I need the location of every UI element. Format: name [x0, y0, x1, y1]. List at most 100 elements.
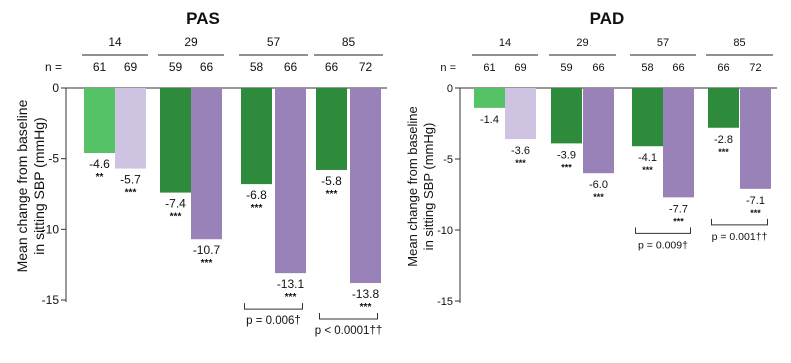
n-count: 66 — [200, 60, 214, 74]
y-tick-label: -15 — [437, 296, 453, 308]
timepoint-label: 57 — [657, 37, 669, 49]
bar — [474, 88, 505, 108]
significance-mark: *** — [750, 208, 761, 218]
significance-mark: *** — [515, 158, 526, 168]
n-count: 66 — [672, 62, 684, 74]
significance-mark: ** — [96, 172, 104, 183]
n-count: 69 — [124, 60, 138, 74]
significance-mark: *** — [170, 212, 182, 223]
n-count: 72 — [359, 60, 373, 74]
y-axis-label-line-2: in sitting SBP (mmHg) — [31, 117, 47, 254]
timepoint-label: 29 — [184, 35, 198, 49]
bar — [160, 88, 191, 193]
n-count: 58 — [641, 62, 653, 74]
bar-value-label: -3.6 — [511, 145, 530, 157]
significance-mark: *** — [285, 292, 297, 303]
bar-value-label: -1.4 — [480, 114, 499, 126]
significance-mark: *** — [201, 258, 213, 269]
significance-mark: *** — [593, 192, 604, 202]
n-count: 61 — [483, 62, 495, 74]
bar — [708, 88, 739, 128]
bar — [275, 88, 306, 274]
n-count: 61 — [93, 60, 107, 74]
bar-value-label: -2.8 — [714, 134, 733, 146]
n-count: 72 — [749, 62, 761, 74]
y-axis-label-line-2: in sitting SBP (mmHg) — [421, 123, 436, 251]
bar-value-label: -4.6 — [89, 157, 110, 171]
bar — [663, 88, 694, 198]
bar-value-label: -7.1 — [746, 195, 765, 207]
bar — [505, 88, 536, 140]
comparison-bracket — [635, 227, 691, 234]
comparison-bracket — [319, 313, 378, 320]
y-tick-label: 0 — [52, 81, 59, 95]
bar — [632, 88, 663, 147]
bar-value-label: -10.7 — [193, 243, 221, 257]
y-tick-label: -15 — [42, 293, 60, 307]
n-count: 66 — [325, 60, 339, 74]
significance-mark: *** — [718, 147, 729, 157]
bar-value-label: -13.1 — [277, 277, 305, 291]
bar — [115, 88, 146, 169]
y-axis-label-line-1: Mean change from baseline — [405, 106, 420, 266]
bar-value-label: -7.7 — [669, 203, 688, 215]
significance-mark: *** — [125, 188, 137, 199]
bar — [316, 88, 347, 170]
bar — [84, 88, 115, 154]
bar — [740, 88, 771, 189]
significance-mark: *** — [673, 216, 684, 226]
n-count: 69 — [514, 62, 526, 74]
comparison-bracket — [244, 303, 303, 310]
bar — [241, 88, 272, 185]
n-count: 66 — [717, 62, 729, 74]
panel-title: PAD — [590, 9, 625, 28]
n-count: 59 — [169, 60, 183, 74]
n-count: 59 — [560, 62, 572, 74]
bar-value-label: -3.9 — [557, 149, 576, 161]
n-prefix: n = — [45, 60, 62, 74]
comparison-bracket — [711, 218, 768, 226]
p-value-label: p = 0.009† — [638, 239, 688, 251]
bar — [551, 88, 582, 144]
p-value-label: p < 0.0001†† — [315, 325, 382, 337]
p-value-label: p = 0.006† — [246, 315, 301, 327]
bar-value-label: -6.0 — [589, 179, 608, 191]
timepoint-label: 14 — [499, 37, 511, 49]
significance-mark: *** — [642, 165, 653, 175]
bar — [191, 88, 222, 240]
y-axis-label: Mean change from baselinein sitting SBP … — [405, 106, 436, 266]
panel-pad: PAD Mean change from baselinein sitting S… — [405, 9, 777, 308]
y-tick-label: -5 — [443, 154, 453, 166]
timepoint-label: 57 — [267, 35, 281, 49]
significance-mark: *** — [251, 203, 263, 214]
bar-value-label: -4.1 — [638, 152, 657, 164]
y-tick-label: -10 — [437, 225, 453, 237]
bar-value-label: -5.8 — [321, 174, 342, 188]
significance-mark: *** — [561, 162, 572, 172]
y-tick-label: 0 — [447, 83, 453, 95]
timepoint-label: 14 — [108, 35, 122, 49]
significance-mark: *** — [360, 302, 372, 313]
y-tick-label: -10 — [42, 222, 60, 236]
n-prefix: n = — [440, 62, 456, 74]
timepoint-label: 29 — [576, 37, 588, 49]
n-count: 58 — [250, 60, 264, 74]
y-tick-label: -5 — [48, 152, 59, 166]
n-count: 66 — [284, 60, 298, 74]
panel-pas: PAS Mean change from baselinein sitting S… — [14, 9, 387, 337]
significance-mark: *** — [326, 189, 338, 200]
panel-title: PAS — [186, 9, 220, 28]
p-value-label: p = 0.001†† — [712, 231, 768, 243]
timepoint-label: 85 — [733, 37, 745, 49]
y-axis-label-line-1: Mean change from baseline — [14, 99, 30, 272]
y-axis-label: Mean change from baselinein sitting SBP … — [14, 99, 47, 272]
bar-value-label: -7.4 — [165, 197, 186, 211]
bar-value-label: -5.7 — [120, 173, 141, 187]
timepoint-label: 85 — [342, 35, 356, 49]
n-count: 66 — [592, 62, 604, 74]
bar-value-label: -6.8 — [246, 188, 267, 202]
bar — [350, 88, 381, 284]
bar-value-label: -13.8 — [352, 287, 380, 301]
